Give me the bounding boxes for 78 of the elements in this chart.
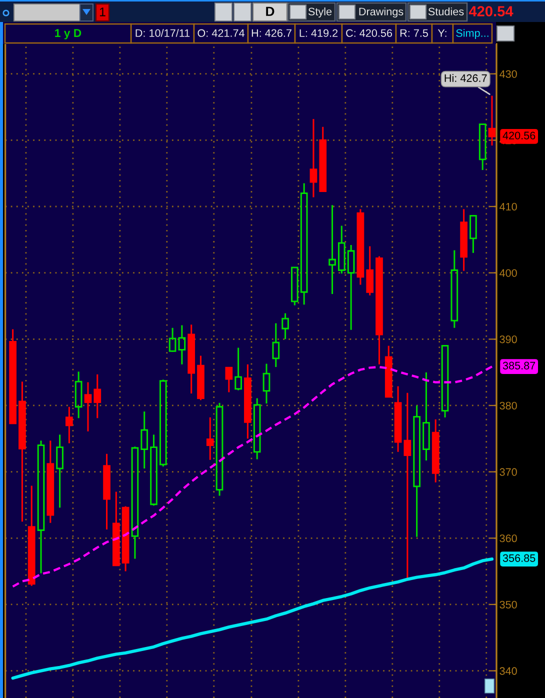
candlestick	[244, 364, 252, 440]
text: Drawings	[359, 7, 404, 18]
candlestick	[150, 434, 158, 506]
text: 420.54	[468, 6, 514, 16]
text: 420.56	[502, 132, 536, 140]
candlestick	[216, 402, 224, 496]
candlestick	[441, 345, 449, 418]
text: L: 419.2	[300, 29, 338, 37]
candlestick	[328, 204, 336, 295]
candlestick	[234, 347, 242, 391]
candlestick	[206, 416, 214, 461]
y-tick-label: 340	[500, 667, 517, 675]
candlestick	[347, 244, 355, 331]
candlestick	[46, 440, 54, 524]
y-tick-label: 410	[500, 202, 517, 211]
candlestick	[28, 484, 36, 587]
text: D	[266, 6, 274, 16]
candlestick	[168, 327, 176, 352]
candlestick	[84, 382, 92, 432]
candlestick	[404, 392, 412, 579]
candlestick	[310, 118, 318, 198]
text: Style	[308, 7, 332, 18]
candlestick	[262, 362, 270, 404]
y-tick-label: 360	[500, 534, 517, 542]
candlestick	[319, 126, 327, 192]
candlestick	[140, 410, 148, 470]
candlestick	[225, 366, 233, 393]
data-label: 356.85	[502, 554, 536, 562]
text: H: 426.7	[252, 29, 292, 37]
data-label: 385.87	[502, 362, 536, 370]
candlestick	[178, 324, 186, 366]
candlestick	[282, 312, 289, 340]
candlestick	[432, 418, 440, 484]
candlestick	[394, 385, 402, 453]
text: O: 421.74	[198, 29, 244, 37]
y-tick-label: 350	[500, 600, 517, 609]
text: D: 10/17/11	[136, 28, 190, 37]
candlestick	[74, 370, 82, 419]
candlestick	[413, 404, 421, 538]
candlestick	[338, 224, 346, 274]
candlestick	[376, 255, 383, 366]
candlestick	[356, 208, 364, 286]
text: C: 420.56	[346, 29, 392, 37]
chart-title: 1 y D	[55, 29, 82, 40]
y-tick-label: 370	[500, 468, 517, 476]
candlestick	[112, 490, 120, 566]
y-tick-label: 430	[500, 70, 517, 78]
candlestick	[460, 208, 468, 272]
candlestick	[272, 322, 280, 368]
candlestick	[253, 397, 261, 460]
candlestick	[197, 354, 204, 401]
y-tick-label: 400	[500, 269, 517, 277]
candlestick	[66, 406, 73, 444]
candlestick	[450, 250, 458, 329]
line-series	[12, 365, 494, 588]
y-tick-label: 380	[500, 402, 517, 410]
text: Studies	[428, 7, 464, 16]
y-tick-label: 390	[500, 336, 517, 344]
text: R: 7.5	[400, 29, 428, 37]
candlestick	[18, 380, 26, 522]
candlestick	[94, 374, 102, 419]
candlestick	[37, 440, 45, 574]
candlestick	[103, 453, 110, 530]
annotation: Hi: 426.7	[444, 74, 487, 82]
text: Simp...	[456, 28, 488, 40]
candlestick	[422, 372, 430, 462]
candlestick	[122, 506, 130, 572]
line-series	[11, 557, 494, 680]
candlestick	[366, 246, 374, 296]
candlestick	[300, 182, 308, 306]
candlestick	[9, 328, 16, 424]
candlestick	[478, 123, 486, 171]
candlestick	[188, 324, 196, 394]
candlestick	[470, 215, 477, 254]
candlestick	[131, 446, 139, 560]
text: 1	[100, 8, 106, 16]
candlestick	[56, 434, 64, 508]
text: Y:	[438, 29, 446, 37]
